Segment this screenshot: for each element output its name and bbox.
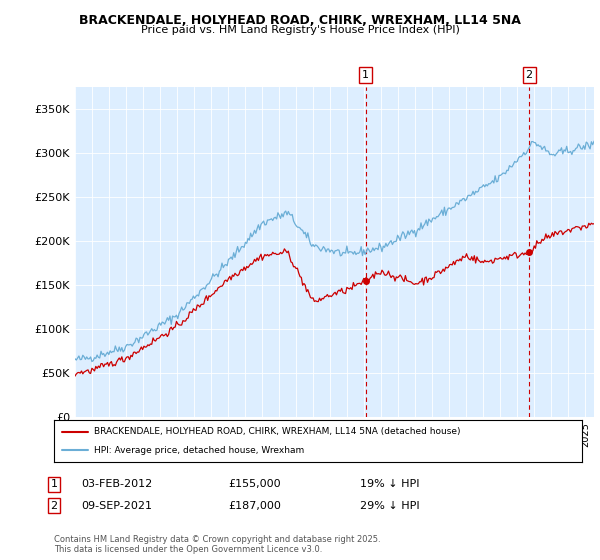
Text: Contains HM Land Registry data © Crown copyright and database right 2025.
This d: Contains HM Land Registry data © Crown c…: [54, 535, 380, 554]
Text: 1: 1: [50, 479, 58, 489]
Text: 19% ↓ HPI: 19% ↓ HPI: [360, 479, 419, 489]
Text: BRACKENDALE, HOLYHEAD ROAD, CHIRK, WREXHAM, LL14 5NA (detached house): BRACKENDALE, HOLYHEAD ROAD, CHIRK, WREXH…: [94, 427, 460, 436]
Text: HPI: Average price, detached house, Wrexham: HPI: Average price, detached house, Wrex…: [94, 446, 304, 455]
Text: 29% ↓ HPI: 29% ↓ HPI: [360, 501, 419, 511]
Text: 03-FEB-2012: 03-FEB-2012: [81, 479, 152, 489]
Text: BRACKENDALE, HOLYHEAD ROAD, CHIRK, WREXHAM, LL14 5NA: BRACKENDALE, HOLYHEAD ROAD, CHIRK, WREXH…: [79, 14, 521, 27]
Text: £155,000: £155,000: [228, 479, 281, 489]
Text: 1: 1: [362, 70, 369, 80]
Text: 2: 2: [526, 70, 533, 80]
Text: 09-SEP-2021: 09-SEP-2021: [81, 501, 152, 511]
Text: 2: 2: [50, 501, 58, 511]
Text: £187,000: £187,000: [228, 501, 281, 511]
Text: Price paid vs. HM Land Registry's House Price Index (HPI): Price paid vs. HM Land Registry's House …: [140, 25, 460, 35]
